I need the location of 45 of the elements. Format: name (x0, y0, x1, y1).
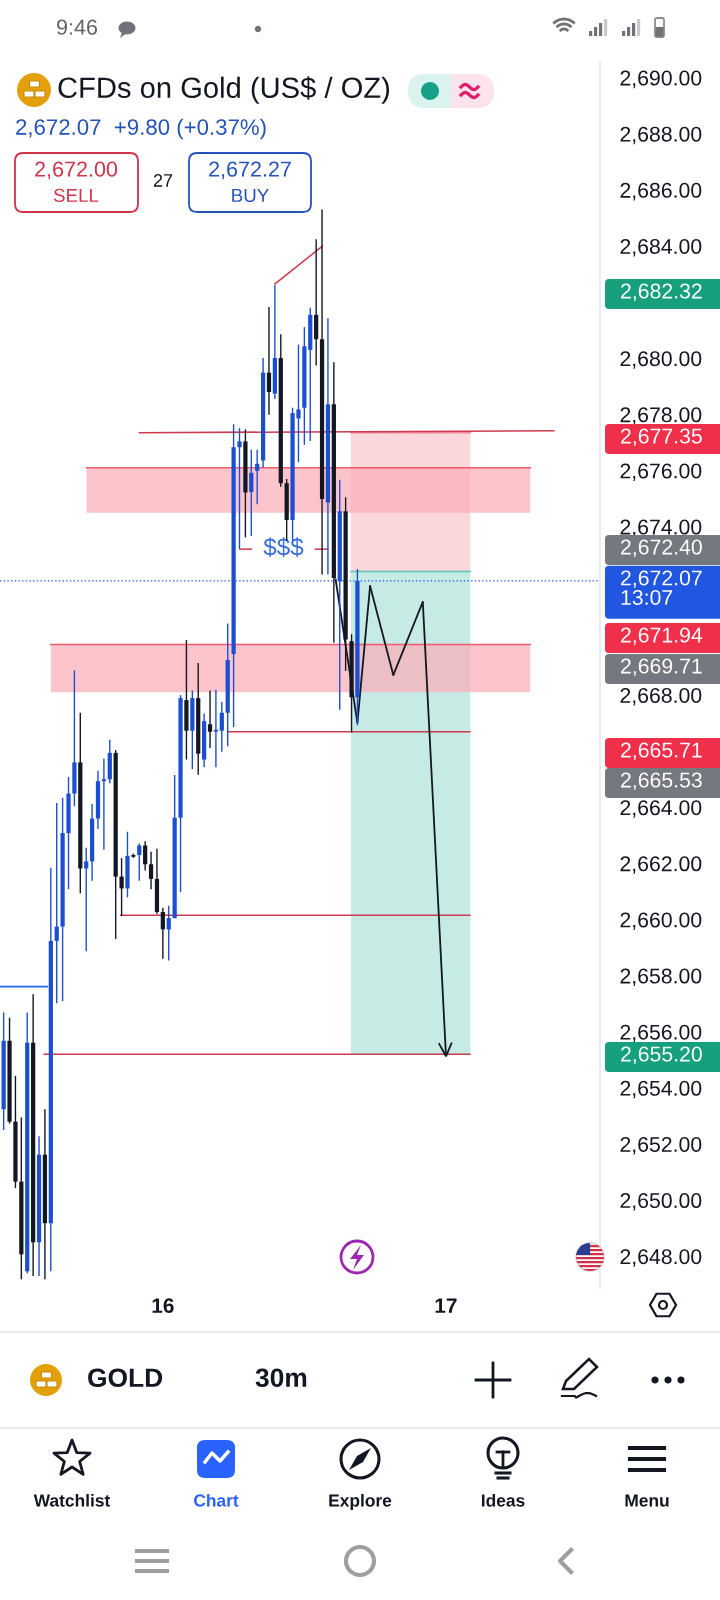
y-tick-label: 2,680.00 (620, 351, 702, 369)
text: 2,665.53 (621, 772, 702, 791)
annotation: SELL (53, 188, 99, 203)
text: 2,671.94 (621, 627, 703, 646)
text: 2,655.20 (621, 1046, 702, 1065)
text: 9:46 (57, 19, 98, 35)
text: 2,677.35 (621, 428, 702, 447)
y-tick-label: 2,678.00 (620, 407, 702, 425)
y-tick-label: 2,688.00 (620, 126, 702, 145)
y-tick-label: 2,676.00 (620, 463, 702, 481)
y-tick-label: 2,674.00 (620, 519, 702, 538)
y-tick-label: 2,654.00 (620, 1080, 702, 1099)
annotation: $$$ (263, 537, 304, 557)
y-tick-label: 2,658.00 (620, 968, 702, 987)
y-tick-label: 2,660.00 (620, 912, 702, 930)
y-tick-label: 2,662.00 (620, 856, 702, 874)
y-tick-label: 2,656.00 (620, 1024, 702, 1043)
text: Chart (194, 1493, 239, 1507)
y-tick-label: 2,686.00 (620, 182, 702, 201)
text: 2,665.71 (621, 742, 702, 761)
ref-line-label: 2,672.07 13:07 (621, 570, 702, 605)
text: 30m (255, 1368, 307, 1388)
x-tick-label: 16 (152, 1298, 174, 1314)
chart-title: CFDs on Gold (US$ / OZ) (58, 76, 390, 104)
y-tick-label: 2,650.00 (620, 1193, 702, 1211)
y-tick-label: 2,684.00 (620, 238, 702, 257)
text: Watchlist (33, 1493, 111, 1507)
annotation: BUY (232, 188, 269, 203)
text: 2,682.32 (621, 283, 702, 302)
y-tick-label: 2,690.00 (620, 70, 702, 89)
text: 2,669.71 (621, 658, 702, 677)
text: 2,672.40 (621, 539, 702, 558)
text: Explore (329, 1493, 392, 1511)
x-tick-label: 17 (435, 1298, 457, 1313)
annotation: 2,672.27 (209, 161, 291, 180)
y-tick-label: 2,668.00 (620, 687, 702, 706)
y-tick-label: 2,652.00 (620, 1136, 702, 1155)
y-tick-label: 2,664.00 (620, 800, 702, 818)
text: Ideas (481, 1493, 525, 1507)
y-tick-label: 2,648.00 (620, 1249, 702, 1267)
text: Menu (625, 1494, 669, 1507)
annotation: 2,672.00 (35, 161, 118, 180)
annotation: 27 (153, 174, 173, 187)
text: GOLD (88, 1368, 163, 1388)
text: 2,672.07 +9.80 (+0.37%) (16, 118, 266, 140)
